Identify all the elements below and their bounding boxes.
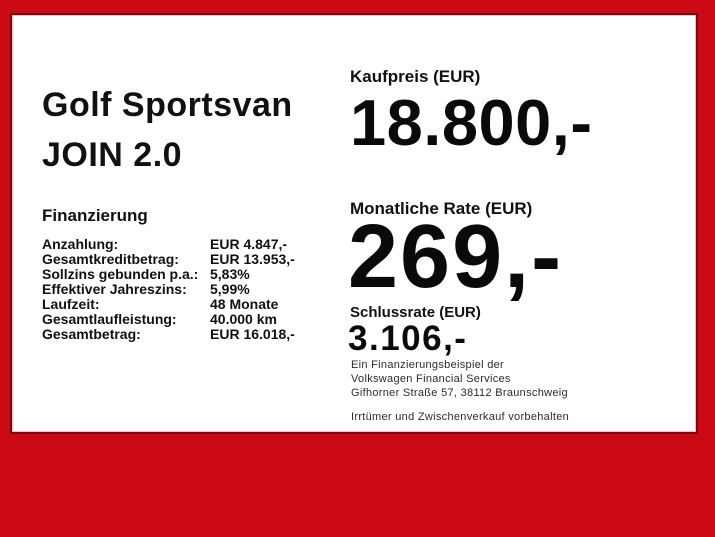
purchase-price-label: Kaufpreis (EUR) [350, 67, 481, 86]
finance-row-value: EUR 13.953,- [210, 251, 295, 267]
finance-table: Anzahlung: EUR 4.847,- Gesamtkreditbetra… [40, 237, 340, 342]
final-rate-label: Schlussrate (EUR) [350, 304, 481, 321]
finance-row-value: 40.000 km [210, 311, 277, 327]
disclaimer-note: Irrtümer und Zwischenverkauf vorbehalten [351, 411, 570, 423]
finance-row-value: 5,99% [210, 281, 250, 297]
finance-row: Sollzins gebunden p.a.: 5,83% [40, 267, 340, 282]
finance-row: Anzahlung: EUR 4.847,- [40, 237, 340, 252]
finance-row-label: Gesamtkreditbetrag: [42, 251, 179, 267]
finance-row-label: Effektiver Jahreszins: [42, 281, 187, 297]
finance-row: Gesamtlaufleistung: 40.000 km [40, 312, 340, 327]
vehicle-title-line1: Golf Sportsvan [42, 86, 293, 124]
final-rate-value: 3.106,- [348, 319, 468, 358]
disclaimer-line: Gifhorner Straße 57, 38112 Braunschweig [351, 387, 568, 399]
disclaimer-line: Volkswagen Financial Services [351, 373, 511, 385]
finance-row: Laufzeit: 48 Monate [40, 297, 340, 312]
finance-row-label: Anzahlung: [42, 236, 119, 252]
monthly-rate-value: 269,- [348, 207, 564, 307]
finance-row-value: EUR 4.847,- [210, 236, 288, 252]
finance-row-value: 48 Monate [210, 296, 279, 312]
vehicle-title: Golf Sportsvan JOIN 2.0 [42, 80, 293, 180]
finance-row: Effektiver Jahreszins: 5,99% [40, 282, 340, 297]
vehicle-title-line2: JOIN 2.0 [42, 136, 183, 174]
disclaimer-text: Ein Finanzierungsbeispiel der Volkswagen… [351, 358, 568, 400]
finance-row: Gesamtbetrag: EUR 16.018,- [40, 327, 340, 342]
finance-row-value: 5,83% [210, 266, 250, 282]
purchase-price-value: 18.800,- [350, 86, 593, 159]
finance-row-label: Gesamtbetrag: [42, 326, 141, 342]
financing-heading: Finanzierung [42, 206, 148, 225]
finance-row-label: Sollzins gebunden p.a.: [42, 266, 199, 282]
monthly-rate-label: Monatliche Rate (EUR) [350, 199, 533, 218]
finance-row-value: EUR 16.018,- [210, 326, 295, 342]
finance-row: Gesamtkreditbetrag: EUR 13.953,- [40, 252, 340, 267]
finance-offer-card: Golf Sportsvan JOIN 2.0 Finanzierung Anz… [10, 13, 698, 434]
disclaimer-line: Ein Finanzierungsbeispiel der [351, 359, 505, 371]
finance-row-label: Gesamtlaufleistung: [42, 311, 177, 327]
finance-row-label: Laufzeit: [42, 296, 100, 312]
